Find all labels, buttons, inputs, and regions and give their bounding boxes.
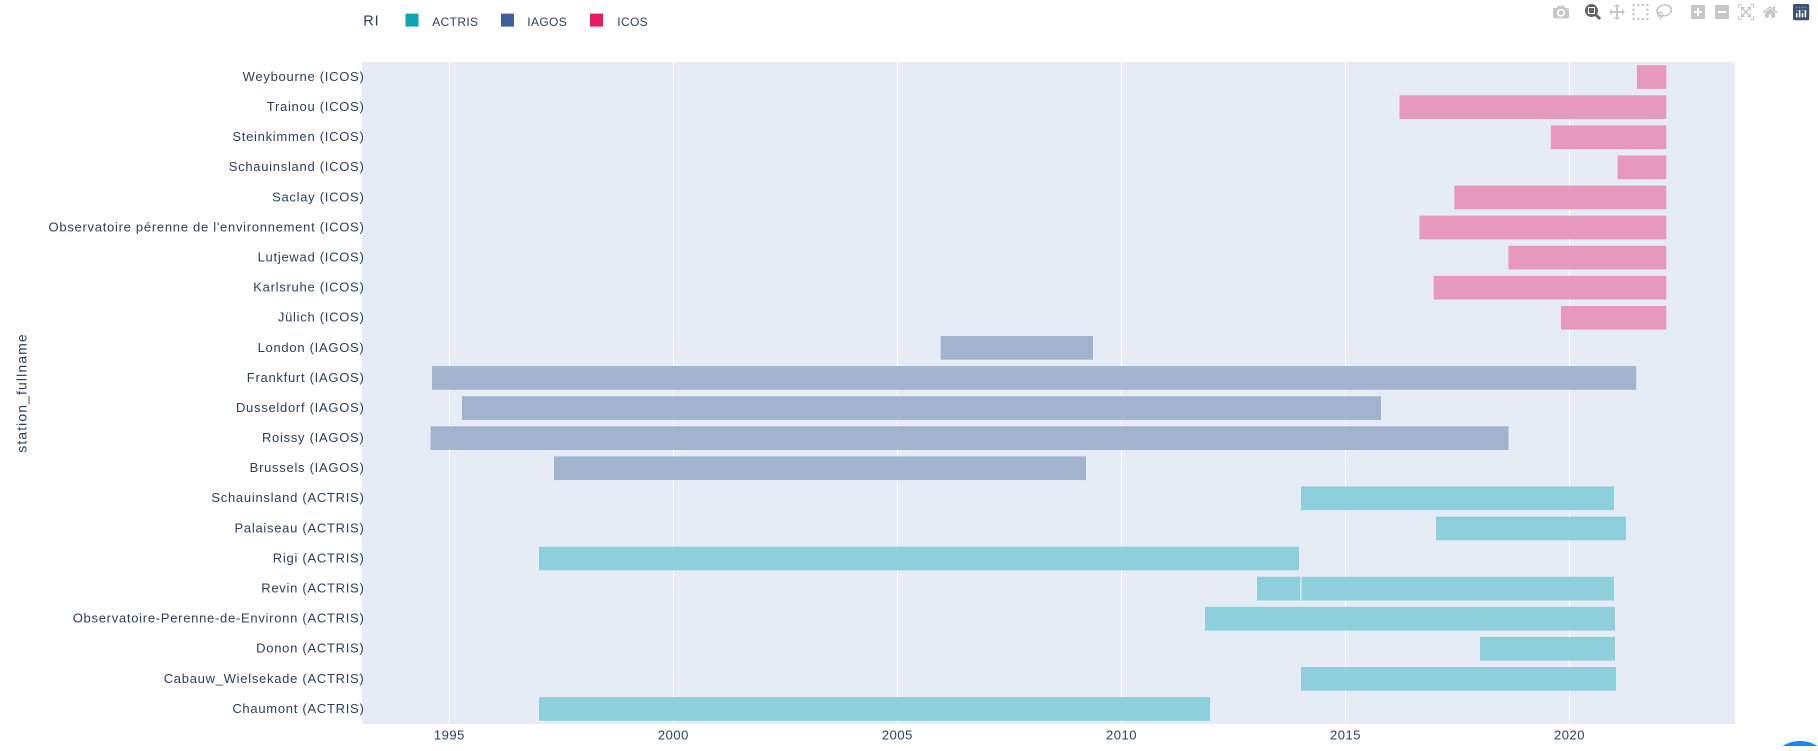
svg-text:Roissy (IAGOS): Roissy (IAGOS)	[262, 430, 365, 445]
svg-text:ICOS: ICOS	[617, 15, 648, 29]
svg-text:Donon (ACTRIS): Donon (ACTRIS)	[256, 641, 364, 656]
svg-text:RI: RI	[363, 14, 379, 30]
svg-text:2010: 2010	[1106, 728, 1137, 743]
svg-text:Lutjewad (ICOS): Lutjewad (ICOS)	[258, 249, 365, 264]
svg-text:1995: 1995	[434, 728, 465, 743]
svg-text:ACTRIS: ACTRIS	[432, 15, 478, 29]
svg-text:Observatoire-Perenne-de-Enviro: Observatoire-Perenne-de-Environn (ACTRIS…	[73, 611, 365, 626]
svg-text:Steinkimmen (ICOS): Steinkimmen (ICOS)	[232, 129, 364, 144]
svg-text:Revin (ACTRIS): Revin (ACTRIS)	[261, 580, 364, 595]
svg-text:Schauinsland (ICOS): Schauinsland (ICOS)	[229, 159, 365, 174]
svg-text:Palaiseau (ACTRIS): Palaiseau (ACTRIS)	[235, 520, 365, 535]
svg-text:Weybourne (ICOS): Weybourne (ICOS)	[243, 69, 365, 84]
svg-text:Frankfurt (IAGOS): Frankfurt (IAGOS)	[247, 370, 365, 385]
svg-text:2020: 2020	[1554, 728, 1585, 743]
svg-text:Chaumont (ACTRIS): Chaumont (ACTRIS)	[232, 701, 364, 716]
svg-text:Dusseldorf (IAGOS): Dusseldorf (IAGOS)	[236, 400, 365, 415]
svg-text:Rigi (ACTRIS): Rigi (ACTRIS)	[273, 550, 365, 565]
svg-text:Brussels (IAGOS): Brussels (IAGOS)	[250, 460, 365, 475]
svg-text:Cabauw_Wielsekade (ACTRIS): Cabauw_Wielsekade (ACTRIS)	[164, 671, 365, 686]
svg-text:Karlsruhe (ICOS): Karlsruhe (ICOS)	[253, 280, 364, 295]
svg-text:station_fullname: station_fullname	[14, 333, 30, 453]
svg-text:IAGOS: IAGOS	[527, 15, 567, 29]
svg-text:Observatoire pérenne de l'envi: Observatoire pérenne de l'environnement …	[49, 219, 365, 234]
svg-text:Saclay (ICOS): Saclay (ICOS)	[272, 189, 364, 204]
svg-text:London (IAGOS): London (IAGOS)	[258, 340, 365, 355]
svg-text:2005: 2005	[882, 728, 913, 743]
svg-text:Jülich (ICOS): Jülich (ICOS)	[278, 310, 365, 325]
svg-text:2015: 2015	[1330, 728, 1361, 743]
svg-text:Schauinsland (ACTRIS): Schauinsland (ACTRIS)	[211, 490, 364, 505]
svg-text:Trainou (ICOS): Trainou (ICOS)	[267, 99, 365, 114]
svg-text:2000: 2000	[658, 728, 689, 743]
